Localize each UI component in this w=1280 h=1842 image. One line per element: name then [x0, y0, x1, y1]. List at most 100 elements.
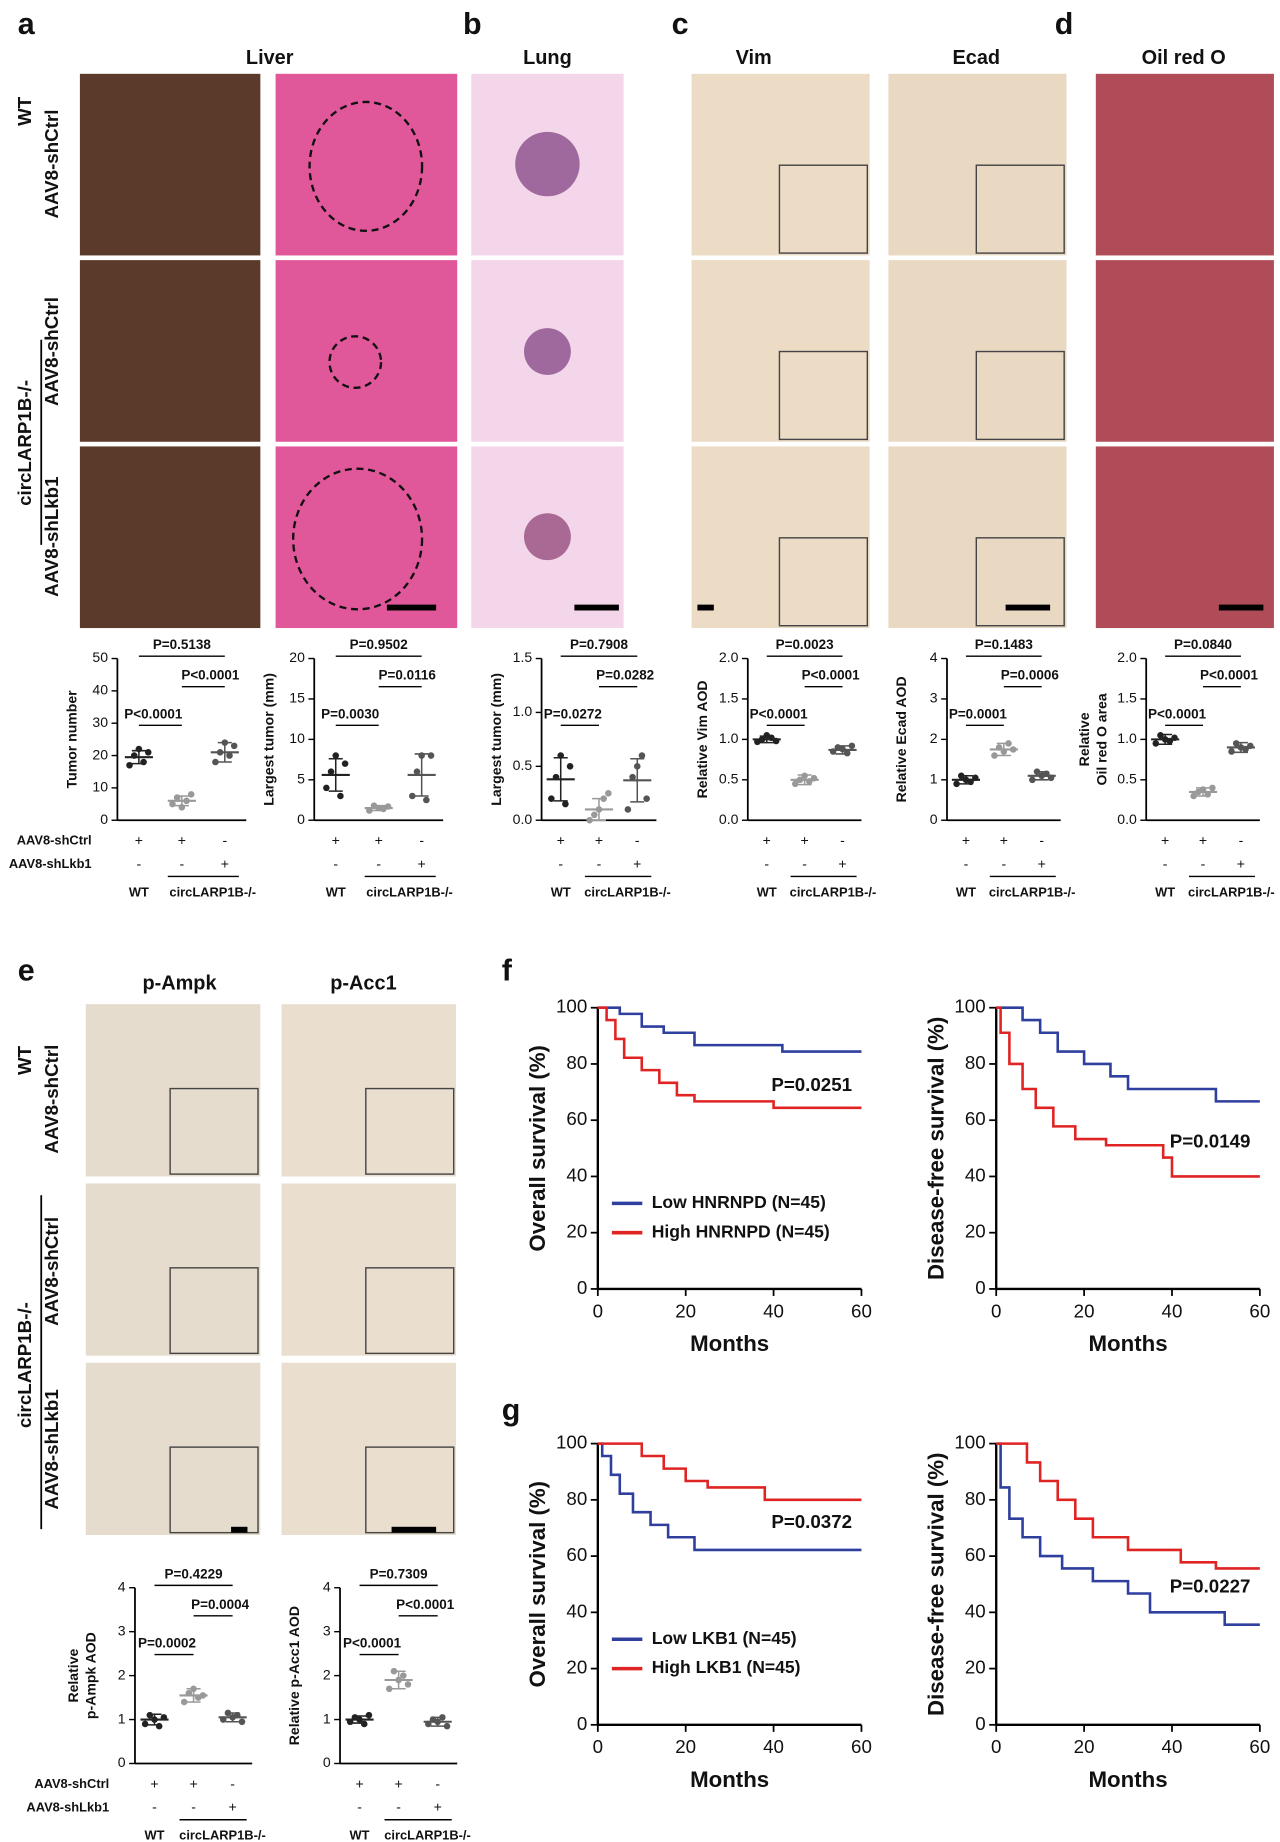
x-tick-label: 40: [1162, 1300, 1183, 1321]
x-tick-label: 20: [1074, 1300, 1095, 1321]
inset: [975, 164, 1065, 254]
image-tile: [275, 446, 458, 629]
condition-label: AAV8-shCtrl: [17, 833, 92, 848]
data-point: [624, 806, 632, 813]
data-point: [629, 773, 636, 781]
condition-sign: -: [802, 855, 807, 871]
y-tick-label: 40: [92, 682, 108, 698]
data-point: [126, 761, 133, 769]
comparison-label: P=0.1483: [975, 637, 1033, 652]
y-tick-label: 0: [100, 811, 108, 827]
comparison-label: P=0.0023: [776, 637, 834, 652]
inset: [975, 350, 1065, 441]
data-point: [238, 1718, 246, 1726]
nodule: [515, 131, 580, 197]
y-tick-label: 0: [577, 1713, 587, 1734]
inset: [365, 1087, 455, 1175]
condition-sign: -: [964, 855, 969, 871]
condition-sign: -: [840, 832, 845, 848]
column-header: Vim: [736, 47, 772, 69]
x-tick-label: 60: [851, 1736, 872, 1757]
group-label: WT: [350, 1828, 370, 1842]
condition-sign: +: [838, 855, 846, 871]
inset: [778, 164, 869, 254]
y-tick-label: 5: [297, 771, 305, 787]
condition-sign: -: [333, 855, 338, 871]
image-tile: [281, 1004, 457, 1177]
error-bar: [797, 774, 812, 786]
image-tile: [85, 1183, 261, 1356]
y-tick-label: 1.0: [513, 703, 533, 719]
condition-sign: +: [332, 832, 340, 848]
data-point: [365, 1711, 373, 1719]
data-point: [586, 816, 593, 824]
y-tick-label: 80: [566, 1052, 587, 1073]
nodule: [523, 328, 571, 375]
scale-bar: [386, 604, 437, 611]
y-axis-label: Relative Vim AOD: [694, 680, 710, 798]
condition-sign: +: [557, 832, 565, 848]
error-bar: [630, 758, 645, 803]
inset: [778, 537, 869, 627]
comparison-label: P=0.5138: [153, 637, 212, 652]
data-point: [404, 1681, 412, 1688]
y-tick-label: 1: [118, 1710, 126, 1726]
image-tile: [79, 446, 261, 629]
y-axis-label: Relative: [65, 1648, 81, 1702]
condition-sign: +: [1000, 832, 1008, 848]
comparison-label: P=0.0116: [379, 668, 436, 683]
column-header: Lung: [523, 47, 572, 69]
column-header: Oil red O: [1142, 47, 1226, 69]
data-point: [144, 749, 152, 756]
data-point: [337, 792, 344, 800]
tumor-outline: [328, 335, 383, 390]
y-axis-label: p-Ampk AOD: [82, 1632, 98, 1719]
condition-sign: -: [435, 1775, 440, 1791]
inset: [169, 1087, 259, 1175]
condition-sign: +: [418, 855, 426, 871]
condition-sign: +: [633, 855, 641, 871]
y-tick-label: 1: [323, 1710, 331, 1726]
row-label: AAV8-shCtrl: [41, 1217, 62, 1326]
group-label: circLARP1B-/-: [584, 884, 671, 899]
panel-label: f: [502, 954, 513, 988]
data-point: [323, 784, 330, 792]
inset: [778, 350, 869, 441]
row-label: AAV8-shLkb1: [41, 1389, 62, 1509]
row-label: circLARP1B-/-: [14, 380, 35, 506]
y-tick-label: 40: [965, 1600, 986, 1621]
data-point: [327, 768, 335, 775]
data-point: [187, 791, 195, 798]
y-tick-label: 0: [323, 1754, 331, 1770]
x-axis-label: Months: [690, 1767, 769, 1792]
condition-sign: +: [763, 832, 771, 848]
p-value: P=0.0227: [1170, 1576, 1251, 1597]
group-label: circLARP1B-/-: [169, 884, 256, 899]
x-tick-label: 0: [991, 1736, 1001, 1757]
error-bar: [1233, 741, 1248, 754]
row-label: AAV8-shCtrl: [41, 1045, 62, 1154]
inset: [169, 1267, 259, 1355]
error-bar: [1034, 770, 1049, 781]
error-bar: [759, 735, 774, 744]
x-tick-label: 20: [675, 1300, 696, 1321]
y-tick-label: 60: [566, 1544, 587, 1565]
y-tick-label: 3: [323, 1622, 331, 1638]
comparison-label: P<0.0001: [396, 1597, 455, 1612]
error-bar: [553, 756, 568, 802]
group-label: WT: [326, 884, 346, 899]
condition-label: AAV8-shLkb1: [26, 1799, 109, 1814]
image-tile: [281, 1362, 457, 1535]
y-tick-label: 0: [975, 1713, 985, 1734]
data-point: [226, 752, 233, 759]
y-tick-label: 40: [566, 1164, 587, 1185]
group-label: WT: [129, 884, 149, 899]
row-label: WT: [14, 96, 35, 126]
y-tick-label: 0.5: [513, 757, 533, 773]
y-axis-label: Largest tumor (mm): [260, 673, 276, 806]
data-point: [953, 780, 960, 788]
comparison-label: P=0.0272: [544, 706, 602, 721]
y-tick-label: 100: [954, 1432, 985, 1453]
group-label: circLARP1B-/-: [790, 884, 877, 899]
y-tick-label: 60: [965, 1108, 986, 1129]
